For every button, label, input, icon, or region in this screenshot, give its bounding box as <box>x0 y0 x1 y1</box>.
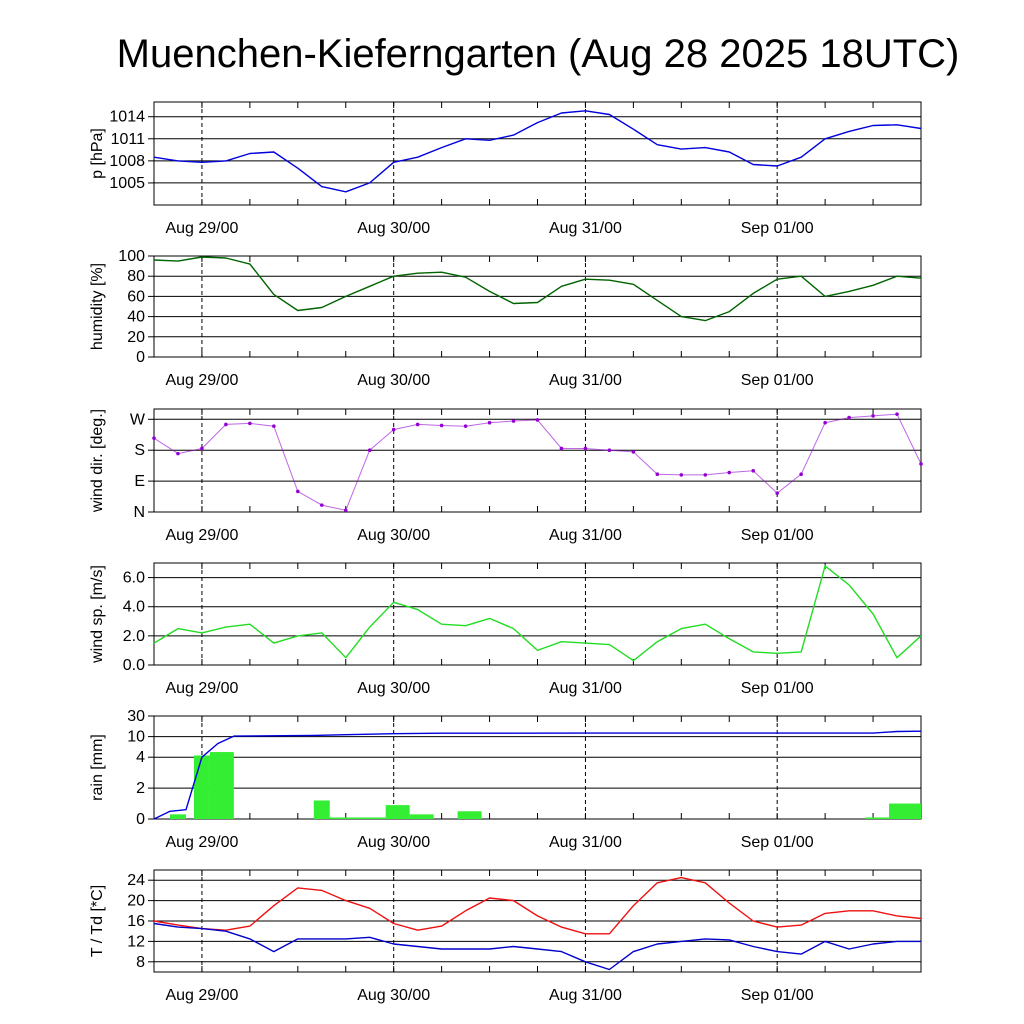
series-line-rain_total <box>153 730 922 820</box>
y-tick-label: 0 <box>136 349 145 366</box>
y-axis-label: wind sp. [m/s] <box>89 565 106 664</box>
rain-bar <box>329 817 386 819</box>
x-tick-label: Aug 30/00 <box>357 680 430 697</box>
x-tick-label: Sep 01/00 <box>741 987 814 1004</box>
y-tick-label: S <box>134 442 145 459</box>
x-tick-label: Aug 29/00 <box>165 680 238 697</box>
x-tick-label: Aug 31/00 <box>549 220 622 237</box>
y-tick-label: 2.0 <box>123 628 145 645</box>
panel-2: 0 20 40 60 80 100 Aug 29/00 Aug 30/00 Aug 31/00 S… <box>89 248 922 389</box>
x-tick-label: Aug 29/00 <box>165 987 238 1004</box>
rain-bar <box>385 805 410 819</box>
rain-bar <box>169 814 186 819</box>
panel-frame <box>153 255 922 358</box>
x-tick-label: Sep 01/00 <box>741 680 814 697</box>
y-axis-label: p [hPa] <box>89 128 106 179</box>
y-tick-label: 20 <box>127 893 145 910</box>
rain-bar <box>193 755 210 819</box>
x-tick-label: Aug 30/00 <box>357 527 430 544</box>
series-line-pressure <box>153 110 922 193</box>
rain-bar <box>457 811 482 819</box>
rain-bar <box>865 817 890 819</box>
x-tick-label: Aug 30/00 <box>357 987 430 1004</box>
y-tick-label: 20 <box>127 329 145 346</box>
x-tick-label: Aug 30/00 <box>357 220 430 237</box>
series-line-wind_dir <box>153 413 922 511</box>
y-tick-label: 1014 <box>109 109 145 126</box>
x-tick-label: Sep 01/00 <box>741 834 814 851</box>
y-axis-label: T / Td [*C] <box>89 885 106 957</box>
x-tick-label: Sep 01/00 <box>741 527 814 544</box>
rain-bar <box>409 814 434 819</box>
y-tick-label: 40 <box>127 309 145 326</box>
y-tick-label: 6.0 <box>123 570 145 587</box>
x-tick-label: Aug 29/00 <box>165 527 238 544</box>
x-tick-label: Sep 01/00 <box>741 372 814 389</box>
y-tick-label: 24 <box>127 872 145 889</box>
panel-4: 0.0 2.0 4.0 6.0 Aug 29/00 Aug 30/00 Aug 31/00 S… <box>89 562 922 697</box>
rain-bar <box>313 800 330 819</box>
panel-1: 1005 1008 1011 1014 Aug 29/00 Aug 30/00 Aug 31… <box>89 101 922 237</box>
y-tick-label: E <box>134 473 145 490</box>
rain-bar <box>209 752 234 819</box>
y-tick-label: 60 <box>127 288 145 305</box>
y-tick-label: 30 <box>127 708 145 725</box>
x-tick-label: Aug 29/00 <box>165 834 238 851</box>
y-tick-label: 2 <box>136 780 145 797</box>
panel-frame <box>153 408 922 513</box>
series-line-dewpoint <box>153 922 921 971</box>
y-tick-label: 80 <box>127 268 145 285</box>
series-line-humidity <box>153 256 922 322</box>
y-tick-label: 1011 <box>111 131 146 148</box>
x-tick-label: Aug 30/00 <box>357 372 430 389</box>
y-tick-label: N <box>133 504 145 521</box>
y-axis-label: humidity [%] <box>89 263 106 350</box>
x-tick-label: Aug 29/00 <box>165 372 238 389</box>
x-tick-label: Aug 30/00 <box>357 834 430 851</box>
x-tick-label: Aug 31/00 <box>549 680 622 697</box>
wind-dir-point <box>919 462 923 466</box>
y-tick-label: 0.0 <box>123 657 145 674</box>
y-tick-label: 4 <box>136 749 145 766</box>
rain-bar <box>889 803 921 819</box>
y-axis-label: wind dir. [deg.] <box>89 409 106 513</box>
y-tick-label: 0 <box>136 811 145 828</box>
series-line-wind_speed <box>153 565 922 662</box>
panel-6: 8 12 16 20 24 Aug 29/00 Aug 30/00 Aug 31/00 Sep … <box>89 869 922 1004</box>
y-tick-label: 16 <box>127 913 145 930</box>
series-wind_dir <box>152 412 923 513</box>
y-axis-label: rain [mm] <box>89 734 106 801</box>
y-tick-label: 1005 <box>109 175 145 192</box>
chart-title: Muenchen-Kieferngarten (Aug 28 2025 18UT… <box>117 32 960 76</box>
x-tick-label: Aug 31/00 <box>549 372 622 389</box>
x-tick-label: Aug 29/00 <box>165 220 238 237</box>
panel-5: 0 2 4 10 30 Aug 29/00 Aug 30/00 Aug 31/00 Sep 01… <box>89 708 922 851</box>
y-tick-label: 100 <box>118 248 145 265</box>
y-tick-label: 10 <box>127 729 145 746</box>
y-tick-label: W <box>130 411 146 428</box>
x-tick-label: Sep 01/00 <box>741 220 814 237</box>
x-tick-label: Aug 31/00 <box>549 987 622 1004</box>
y-tick-label: 1008 <box>109 153 145 170</box>
y-tick-label: 8 <box>136 954 145 971</box>
y-tick-label: 4.0 <box>123 599 145 616</box>
series-line-temperature <box>153 876 922 935</box>
x-tick-label: Aug 31/00 <box>549 834 622 851</box>
x-tick-label: Aug 31/00 <box>549 527 622 544</box>
y-tick-label: 12 <box>127 933 145 950</box>
panel-frame <box>153 715 922 820</box>
